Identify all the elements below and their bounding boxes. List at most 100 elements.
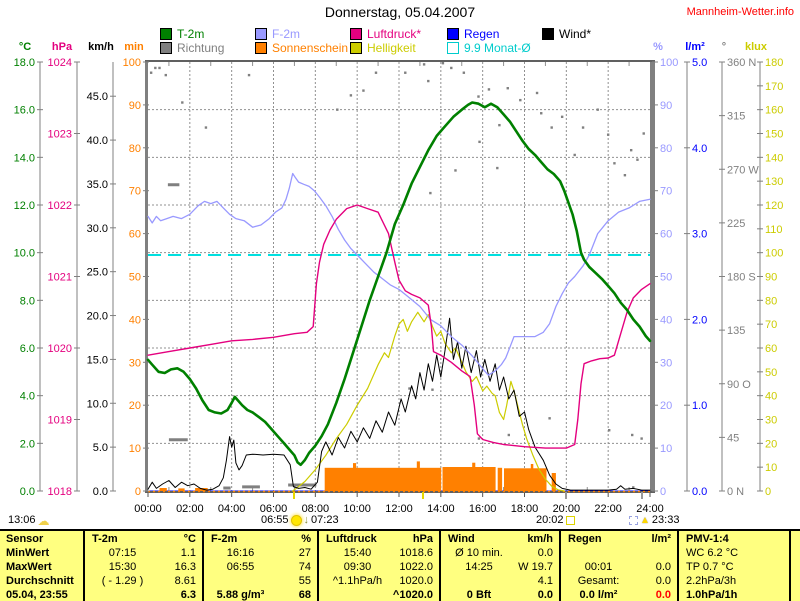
axis-tick-label: 90 O	[727, 379, 751, 391]
axis-tick-label: 08:00	[302, 503, 330, 515]
table-row-label: MinWert	[6, 547, 50, 559]
moonset-time: 13:06	[8, 514, 36, 526]
axis-unit-label: %	[653, 41, 663, 53]
table-time: 5.88 g/m³	[216, 589, 265, 601]
richtung-dot	[581, 126, 585, 129]
table-value: 1020.0	[399, 575, 433, 587]
axis-tick-label: 20	[129, 400, 141, 412]
richtung-dot	[606, 133, 610, 136]
axis-tick-label: 50	[765, 367, 777, 379]
table-header-unit: hPa	[412, 533, 433, 545]
axis-tick-label: 0.0	[692, 486, 707, 498]
legend-label: Wind*	[559, 27, 592, 41]
axis-tick-label: 50	[660, 272, 672, 284]
table-column-border	[317, 531, 319, 601]
table-time: 16:16	[226, 547, 255, 559]
table-row-label: MaxWert	[6, 561, 52, 573]
axis-tick-label: 160	[765, 105, 783, 117]
axis-tick-label: 06:00	[260, 503, 288, 515]
legend-item: Sonnenschein	[255, 42, 348, 54]
table-value: W 19.7	[518, 561, 553, 573]
axis-tick-label: 270 W	[727, 164, 759, 176]
axis-tick-label: 135	[727, 325, 745, 337]
axis-tick-label: 170	[765, 81, 783, 93]
richtung-dot	[487, 88, 491, 91]
axis-tick-label: 22:00	[594, 503, 622, 515]
axis-tick-label: 2.0	[20, 438, 35, 450]
table-header-unit: km/h	[527, 533, 553, 545]
axis-tick-label: 0	[660, 486, 666, 498]
table-row-label: 05.04, 23:55	[6, 589, 68, 601]
sonnenschein-area	[195, 488, 208, 491]
table-pmv-value: WC 6.2 °C	[686, 547, 739, 559]
table-value: 0.0	[655, 575, 671, 587]
richtung-dot	[636, 158, 639, 161]
table-column-border	[559, 531, 561, 601]
table-time: 00:01	[584, 561, 613, 573]
legend-item: Wind*	[542, 28, 591, 40]
axis-tick-label: 315	[727, 111, 745, 123]
event-tick	[293, 492, 295, 499]
axis-tick-label: 20.0	[87, 311, 108, 323]
arrow-down-icon: ↓	[303, 514, 310, 526]
table-header-unit: %	[301, 533, 311, 545]
richtung-dot	[181, 101, 184, 104]
table-pmv-value: 1.0hPa/1h	[686, 589, 738, 601]
table-value: 0.0	[655, 561, 671, 573]
sonnenschein-area	[416, 461, 420, 491]
table-column-border	[202, 531, 204, 601]
table-value: 8.61	[174, 575, 196, 587]
axis-tick-label: 0.0	[20, 486, 35, 498]
axis-tick-label: 140	[765, 152, 783, 164]
axis-tick-label: 225	[727, 218, 745, 230]
table-time: ^1.1hPa/h	[332, 575, 383, 587]
axis-unit-label: hPa	[51, 41, 73, 53]
moonrise-marker: ▲ 23:33	[629, 515, 679, 526]
axis-tick-label: 1018	[48, 486, 72, 498]
richtung-dot	[349, 94, 353, 97]
richtung-dot	[623, 174, 627, 177]
t2m-line	[146, 101, 652, 467]
axis-tick-label: 30.0	[87, 223, 108, 235]
richtung-dot	[629, 148, 633, 152]
table-pmv-value: 2.2hPa/3h	[686, 575, 737, 587]
richtung-dot	[613, 162, 616, 165]
axis-tick-label: 80	[660, 143, 672, 155]
richtung-dot	[422, 63, 426, 66]
axis-tick-label: 2.0	[692, 314, 707, 326]
axis-tick-label: 14:00	[427, 503, 455, 515]
axis-tick-label: 10	[660, 443, 672, 455]
axis-tick-label: 20	[660, 400, 672, 412]
sunrise-time: 06:55	[261, 514, 289, 526]
axis-tick-label: 1020	[48, 343, 72, 355]
axis-tick-label: 60	[765, 343, 777, 355]
axis-tick-label: 12:00	[385, 503, 413, 515]
richtung-dot	[454, 169, 457, 172]
f2m-line	[147, 172, 651, 376]
axis-tick-label: 90	[660, 100, 672, 112]
axis-tick-label: 14.0	[14, 152, 35, 164]
richtung-dot	[640, 437, 643, 440]
page-title: Donnerstag, 05.04.2007	[324, 4, 476, 20]
axis-tick-label: 20	[765, 438, 777, 450]
richtung-dot	[642, 132, 645, 135]
legend-swatch	[542, 28, 554, 40]
axis-tick-label: 10.0	[87, 398, 108, 410]
axis-tick-label: 30	[129, 357, 141, 369]
axis-tick-label: 60	[660, 229, 672, 241]
table-time: 0 Bft	[466, 589, 492, 601]
axis-tick-label: 00:00	[134, 503, 162, 515]
axis-tick-label: 25.0	[87, 267, 108, 279]
richtung-dot	[477, 437, 481, 440]
richtung-dot	[632, 486, 635, 489]
sonnenschein-area	[442, 467, 496, 491]
axis-tick-label: 50	[129, 272, 141, 284]
richtung-dot	[540, 112, 543, 115]
axis-tick-label: 90	[765, 272, 777, 284]
table-column-border	[789, 531, 791, 601]
axis-tick-label: 100	[660, 57, 678, 69]
axis-tick-label: 0 N	[727, 486, 744, 498]
axis-tick-label: 35.0	[87, 179, 108, 191]
richtung-dot	[477, 95, 480, 98]
